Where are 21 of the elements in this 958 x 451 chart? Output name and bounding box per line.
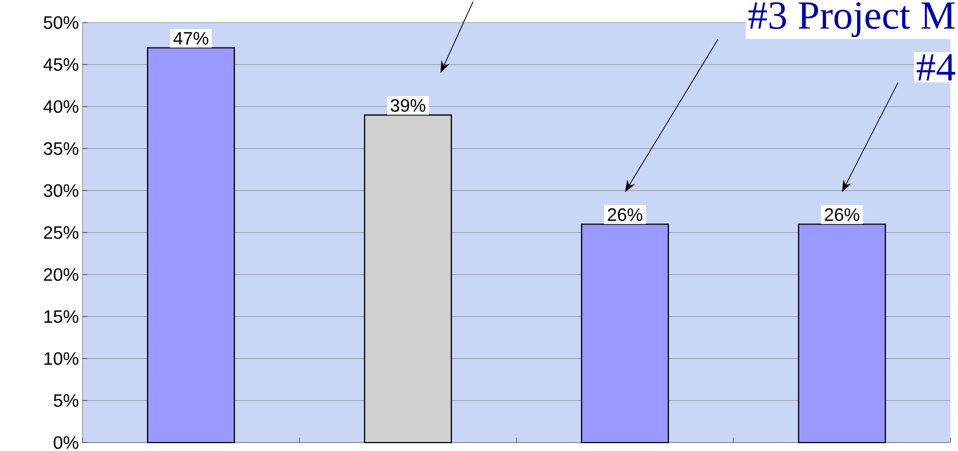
annotation: #3 Project M: [748, 2, 955, 38]
annotation: #4: [916, 54, 956, 80]
y-tick-label: 0%: [54, 436, 78, 449]
y-tick-label: 20%: [44, 268, 78, 281]
bar: [798, 224, 886, 444]
bar: [146, 47, 235, 444]
y-tick-label: 50%: [44, 16, 78, 29]
y-tick-label: 5%: [54, 394, 78, 407]
data-label: 47%: [173, 32, 208, 45]
y-tick-label: 10%: [44, 352, 78, 365]
y-tick-label: 35%: [44, 142, 78, 155]
bar: [580, 224, 669, 444]
bar: [364, 114, 452, 444]
data-label: 39%: [390, 99, 426, 112]
data-label: 26%: [824, 208, 860, 221]
y-tick-label: 30%: [44, 184, 78, 197]
y-tick-label: 40%: [43, 100, 78, 113]
data-label: 26%: [608, 208, 642, 221]
y-tick-label: 25%: [44, 226, 78, 239]
y-tick-label: 45%: [43, 58, 78, 71]
y-tick-label: 15%: [44, 310, 78, 323]
